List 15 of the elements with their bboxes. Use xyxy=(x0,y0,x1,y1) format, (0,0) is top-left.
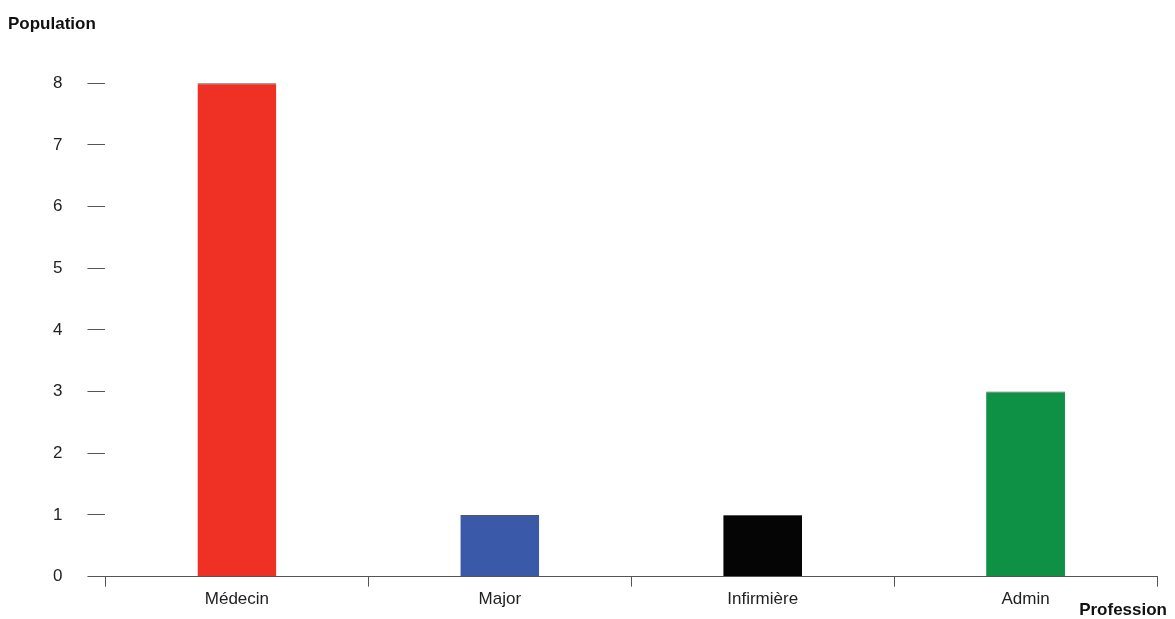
y-tick-label: 5 xyxy=(52,257,63,277)
y-tick-label: 6 xyxy=(52,196,63,216)
y-tick-label: 0 xyxy=(52,566,63,586)
x-tick-label: Infirmière xyxy=(727,589,799,609)
y-tick-label: 7 xyxy=(52,134,63,154)
x-axis-title: Profession xyxy=(1079,600,1167,619)
y-tick-label: 4 xyxy=(52,319,63,339)
x-tick-label: Médecin xyxy=(204,589,270,609)
y-tick-label: 3 xyxy=(52,381,63,401)
y-tick-label: 8 xyxy=(52,72,63,92)
y-tick-label: 2 xyxy=(52,442,63,462)
y-axis-title: Population xyxy=(8,14,96,34)
y-tick-label: 1 xyxy=(52,504,63,524)
x-tick-label: Major xyxy=(478,589,522,609)
x-tick-label: Admin xyxy=(1001,589,1050,609)
